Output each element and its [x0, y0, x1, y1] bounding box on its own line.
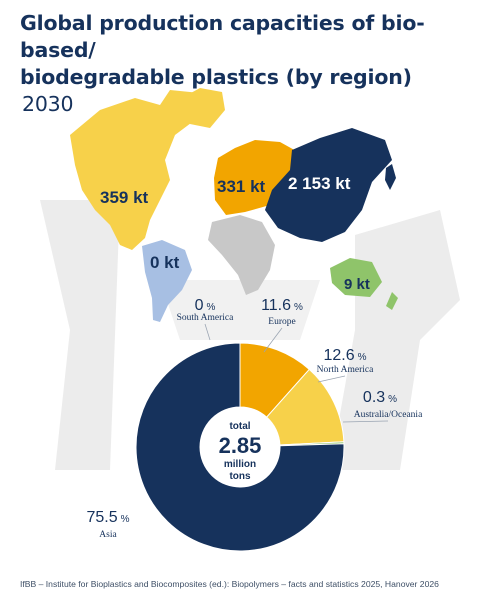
- background-shape-left: [40, 200, 120, 470]
- category-label-north-america: North America: [317, 365, 375, 375]
- donut-center-unit-1: million: [224, 459, 256, 470]
- unit-australia-oceania: %: [388, 394, 397, 405]
- value-label-asia: 75.5%: [86, 509, 129, 526]
- north-america-region: [70, 90, 200, 250]
- title-year: 2030: [22, 92, 74, 116]
- category-label-europe: Europe: [268, 317, 295, 327]
- greenland-region: [178, 88, 225, 128]
- value-label-south-america: 0%: [195, 297, 216, 314]
- label-south-america: 0 kt: [150, 253, 180, 272]
- value-label-australia-oceania: 0.3%: [363, 389, 397, 406]
- unit-europe: %: [294, 302, 303, 313]
- asia-region: [265, 128, 392, 242]
- value-label-north-america: 12.6%: [323, 347, 366, 364]
- background-shape-center: [160, 280, 320, 340]
- unit-south-america: %: [207, 302, 216, 313]
- donut-slice-asia: [135, 342, 345, 552]
- new-zealand-region: [386, 292, 398, 310]
- category-label-south-america: South America: [177, 313, 235, 323]
- label-asia: 2 153 kt: [288, 174, 351, 193]
- unit-asia: %: [121, 514, 130, 525]
- africa-region: [208, 215, 275, 295]
- donut-center-unit-2: tons: [229, 471, 251, 482]
- donut-center-total-value: 2.85: [219, 433, 262, 458]
- south-america-region: [142, 240, 192, 322]
- label-australia: 9 kt: [344, 276, 370, 293]
- australia-region: [330, 258, 382, 297]
- leader-line-europe: [263, 327, 283, 353]
- title-line-2: biodegradable plastics (by region): [20, 65, 412, 89]
- donut-center-total-label: total: [229, 421, 250, 432]
- leader-line-australia-oceania: [342, 420, 389, 423]
- title-line-1: Global production capacities of bio-base…: [20, 11, 425, 62]
- chart-title: Global production capacities of bio-base…: [20, 10, 470, 118]
- leader-line-north-america: [317, 375, 346, 383]
- label-north-america: 359 kt: [100, 188, 149, 207]
- category-label-australia-oceania: Australia/Oceania: [354, 410, 423, 420]
- value-label-europe: 11.6%: [261, 297, 303, 314]
- label-europe: 331 kt: [217, 177, 266, 196]
- japan-region: [385, 164, 396, 190]
- source-footnote: IfBB – Institute for Bioplastics and Bio…: [20, 579, 439, 589]
- category-label-asia: Asia: [99, 530, 117, 540]
- unit-north-america: %: [358, 352, 367, 363]
- leader-line-south-america: [204, 323, 211, 341]
